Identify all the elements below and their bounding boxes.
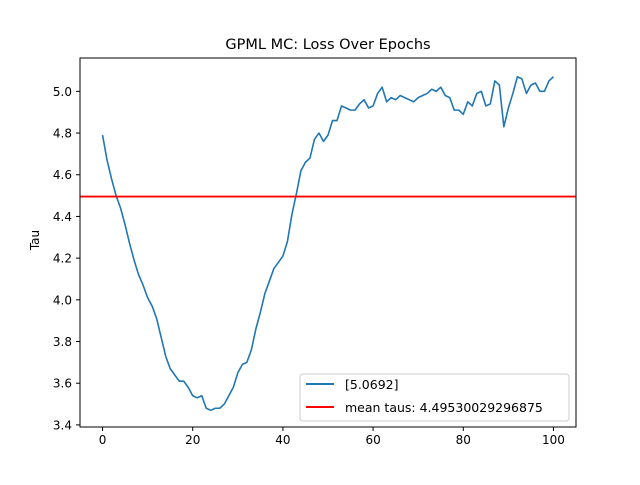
y-tick-label: 4.0 — [53, 293, 72, 307]
chart-title: GPML MC: Loss Over Epochs — [225, 37, 430, 53]
y-tick-label: 3.6 — [53, 377, 72, 391]
y-tick-label: 4.2 — [53, 252, 72, 266]
plot-area — [80, 75, 576, 412]
y-tick-label: 3.8 — [53, 335, 72, 349]
axes-frame — [79, 57, 577, 428]
y-tick-label: 4.6 — [53, 168, 72, 182]
legend: [5.0692] mean taus: 4.49530029296875 — [299, 373, 570, 422]
x-tick-label: 100 — [542, 433, 565, 447]
x-tick-label: 40 — [275, 433, 290, 447]
y-axis-label: Tau — [28, 230, 42, 251]
x-tick-label: 80 — [456, 433, 471, 447]
y-axis: 3.4 3.6 3.8 4.0 4.2 4.4 4.6 4.8 5.0 — [53, 85, 80, 432]
y-tick-label: 4.4 — [53, 210, 72, 224]
x-tick-label: 20 — [185, 433, 200, 447]
legend-label-mean: mean taus: 4.49530029296875 — [345, 400, 543, 415]
y-tick-label: 5.0 — [53, 85, 72, 99]
legend-frame — [299, 373, 570, 422]
y-tick-label: 3.4 — [53, 418, 72, 432]
x-tick-label: 0 — [99, 433, 107, 447]
y-tick-label: 4.8 — [53, 127, 72, 141]
series-line — [101, 75, 554, 412]
x-axis: 0 20 40 60 80 100 — [99, 427, 565, 447]
legend-label-series: [5.0692] — [345, 377, 399, 392]
x-tick-label: 60 — [365, 433, 380, 447]
